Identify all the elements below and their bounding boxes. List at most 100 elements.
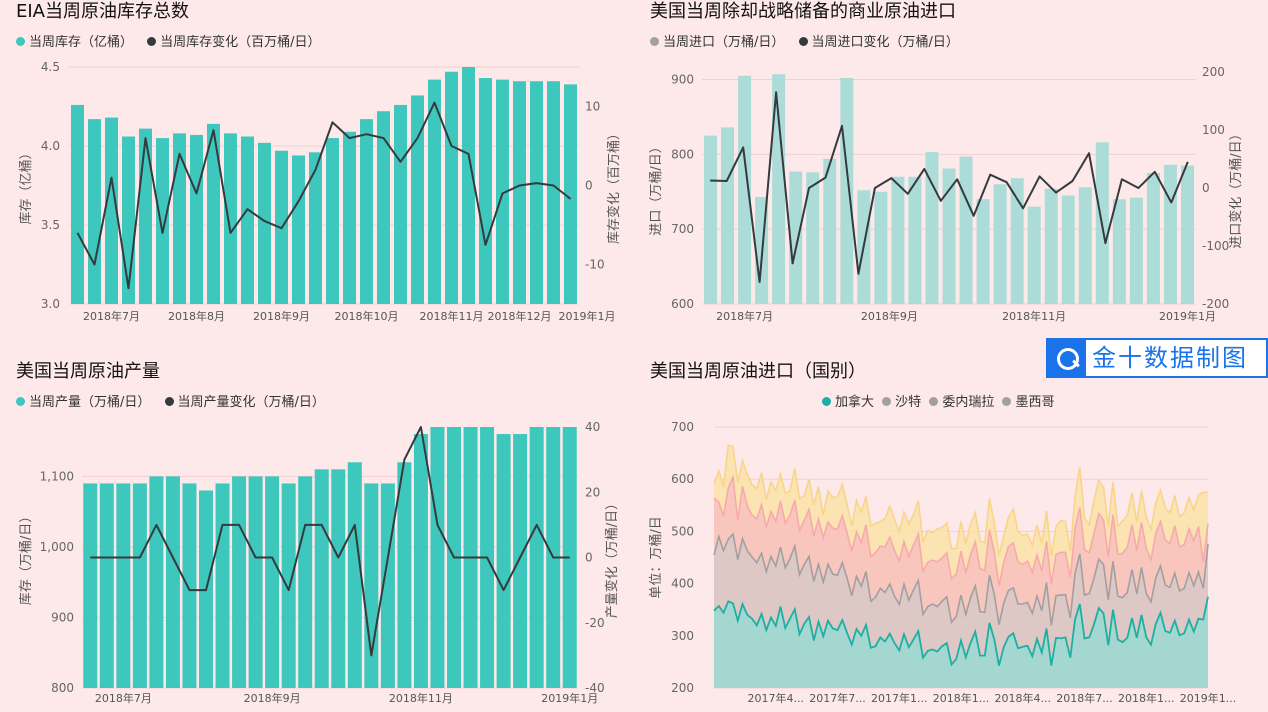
y-right-tick-label: -10 — [585, 258, 605, 272]
bar — [343, 131, 356, 304]
bar — [1180, 165, 1194, 304]
bar — [891, 176, 905, 304]
bar — [513, 434, 528, 688]
imports-by-country-panel: 美国当周原油进口（国别） 加拿大 沙特 委内瑞拉 墨西哥 200 300 400 50… — [634, 356, 1268, 712]
y-tick-label: 200 — [671, 681, 694, 695]
bar — [397, 462, 412, 688]
inventory-panel: EIA当周原油库存总数 当周库存（亿桶） 当周库存变化（百万桶/日） 3.0 3.… — [0, 0, 634, 356]
bar — [83, 483, 98, 688]
x-tick-label: 2017年1... — [871, 691, 927, 705]
series-line — [76, 101, 572, 290]
bar — [265, 476, 280, 688]
bar — [874, 191, 888, 304]
bar — [1027, 206, 1041, 304]
bar — [149, 476, 164, 688]
y-right-axis-title: 产量变化（万桶/日） — [604, 497, 620, 618]
y-tick-label: 400 — [671, 577, 694, 591]
bar — [1163, 164, 1177, 304]
bar — [139, 128, 152, 304]
y-right-tick-label: -200 — [1202, 297, 1229, 311]
y-left-tick-label: 900 — [51, 610, 74, 624]
inventory-legend-line[interactable]: 当周库存变化（百万桶/日） — [147, 35, 321, 50]
bar — [529, 427, 544, 688]
x-tick-label: 2018年9月 — [253, 309, 310, 323]
y-axis-title: 单位：万桶/日 — [649, 516, 664, 598]
bar — [976, 199, 990, 304]
imports-by-country-chart: 200 300 400 500 600 700 2017年4... 2017年7... 2017… — [649, 420, 1236, 705]
legend-mexico[interactable]: 墨西哥 — [1002, 395, 1054, 410]
series-line — [713, 444, 1208, 557]
x-tick-label: 2019年1月 — [559, 309, 616, 323]
x-tick-label: 2017年7... — [809, 691, 865, 705]
bar — [562, 427, 577, 688]
teal-dot-icon — [822, 397, 831, 406]
inventory-legend: 当周库存（亿桶） 当周库存变化（百万桶/日） — [16, 34, 331, 52]
x-tick-label: 2018年1... — [1118, 691, 1174, 705]
bar — [360, 119, 373, 304]
y-right-tick-label: -40 — [585, 681, 605, 695]
y-right-tick-label: -100 — [1202, 239, 1229, 253]
imports-panel: 美国当周除却战略储备的商业原油进口 当周进口（万桶/日） 当周进口变化（万桶/日… — [634, 0, 1268, 356]
y-left-tick-label: 4.5 — [41, 60, 60, 74]
bar — [314, 469, 329, 688]
imports-legend-bar[interactable]: 当周进口（万桶/日） — [650, 35, 784, 50]
y-left-tick-label: 3.0 — [41, 297, 60, 311]
x-tick-label: 2018年12月 — [488, 309, 552, 323]
bar — [496, 434, 511, 688]
y-left-tick-label: 900 — [671, 72, 694, 86]
legend-venezuela[interactable]: 委内瑞拉 — [929, 395, 994, 410]
series-line — [713, 532, 1209, 626]
bar — [993, 184, 1007, 304]
bar — [224, 133, 237, 304]
bar — [71, 104, 84, 304]
bar — [326, 138, 339, 304]
imports-legend-line[interactable]: 当周进口变化（万桶/日） — [798, 35, 959, 50]
y-left-tick-label: 600 — [671, 297, 694, 311]
bar — [173, 133, 186, 304]
teal-dot-icon — [16, 37, 25, 46]
imports-by-country-title: 美国当周原油进口（国别） — [650, 361, 866, 382]
bar — [721, 127, 735, 304]
bar — [248, 476, 263, 688]
x-tick-label: 2018年11月 — [420, 309, 484, 323]
bar — [309, 152, 322, 304]
bar — [823, 158, 837, 304]
y-left-axis-title: 库存（万桶/日） — [18, 510, 34, 605]
series-line — [90, 426, 570, 657]
bar — [182, 483, 197, 688]
dark-dot-icon — [798, 37, 808, 46]
imports-chart: 600 700 800 900 -200 -100 0 100 200 2018年7月 2018年9… — [649, 65, 1244, 323]
x-tick-label: 2018年11月 — [389, 691, 453, 705]
x-tick-label: 2018年9月 — [861, 309, 918, 323]
x-tick-label: 2017年4... — [748, 691, 804, 705]
x-tick-label: 2018年10月 — [335, 309, 399, 323]
y-right-tick-label: 0 — [1202, 181, 1210, 195]
y-right-tick-label: 20 — [585, 485, 600, 499]
y-left-tick-label: 800 — [671, 147, 694, 161]
y-left-axis-title: 库存（亿桶） — [18, 146, 34, 224]
inventory-legend-bar[interactable]: 当周库存（亿桶） — [16, 35, 133, 50]
bar — [513, 81, 526, 304]
bar — [1061, 195, 1075, 304]
production-legend-line[interactable]: 当周产量变化（万桶/日） — [164, 395, 325, 410]
bar — [156, 138, 169, 304]
bar — [445, 71, 458, 305]
x-tick-label: 2019年1月 — [1159, 309, 1216, 323]
series-line — [713, 596, 1209, 667]
y-left-tick-label: 700 — [671, 222, 694, 236]
legend-saudi[interactable]: 沙特 — [882, 395, 921, 410]
bar — [462, 67, 475, 304]
legend-canada[interactable]: 加拿大 — [822, 395, 874, 410]
imports-chart-title: 美国当周除却战略储备的商业原油进口 — [650, 1, 956, 22]
x-tick-label: 2018年7月 — [95, 691, 152, 705]
gray-dot-icon — [882, 397, 892, 406]
production-legend-bar[interactable]: 当周产量（万桶/日） — [16, 395, 150, 410]
bar — [292, 155, 305, 304]
bar — [190, 134, 203, 304]
bar — [207, 123, 220, 304]
x-tick-label: 2018年9月 — [244, 691, 301, 705]
y-tick-label: 500 — [671, 524, 694, 538]
y-tick-label: 700 — [671, 420, 694, 434]
jin10-logo: 金十数据制图 — [1046, 338, 1268, 378]
bar — [738, 75, 752, 304]
